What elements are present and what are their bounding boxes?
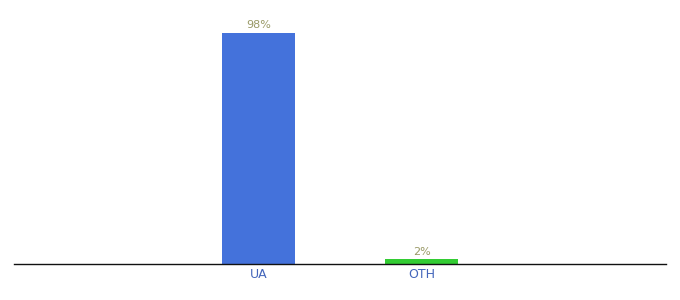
Bar	[222, 33, 295, 264]
Bar	[385, 259, 458, 264]
Text: 98%: 98%	[246, 20, 271, 30]
Text: 2%: 2%	[413, 247, 430, 257]
